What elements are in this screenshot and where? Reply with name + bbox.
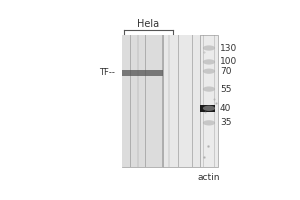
Bar [214, 35, 215, 167]
Bar [145, 35, 146, 167]
Ellipse shape [203, 69, 215, 74]
Bar [178, 35, 179, 167]
Bar [130, 35, 131, 167]
Text: 130: 130 [220, 44, 237, 53]
Bar [168, 35, 170, 167]
Text: 70: 70 [220, 67, 232, 76]
Bar [162, 35, 164, 167]
Bar [163, 35, 200, 167]
Text: 40: 40 [220, 104, 231, 113]
Ellipse shape [203, 45, 215, 51]
Bar [200, 105, 215, 112]
Bar [137, 35, 139, 167]
Bar [122, 35, 200, 167]
Text: 35: 35 [220, 118, 232, 127]
Ellipse shape [203, 59, 215, 65]
Text: Hela: Hela [137, 19, 159, 29]
Text: 100: 100 [220, 57, 237, 66]
Text: actin: actin [198, 173, 220, 182]
Bar [122, 70, 163, 76]
Bar [192, 35, 193, 167]
Text: 55: 55 [220, 85, 232, 94]
Bar [122, 35, 163, 167]
Bar [200, 35, 218, 167]
Text: TF--: TF-- [100, 68, 116, 77]
Bar [203, 35, 204, 167]
Ellipse shape [203, 106, 215, 111]
Ellipse shape [203, 86, 215, 92]
Ellipse shape [203, 120, 215, 126]
